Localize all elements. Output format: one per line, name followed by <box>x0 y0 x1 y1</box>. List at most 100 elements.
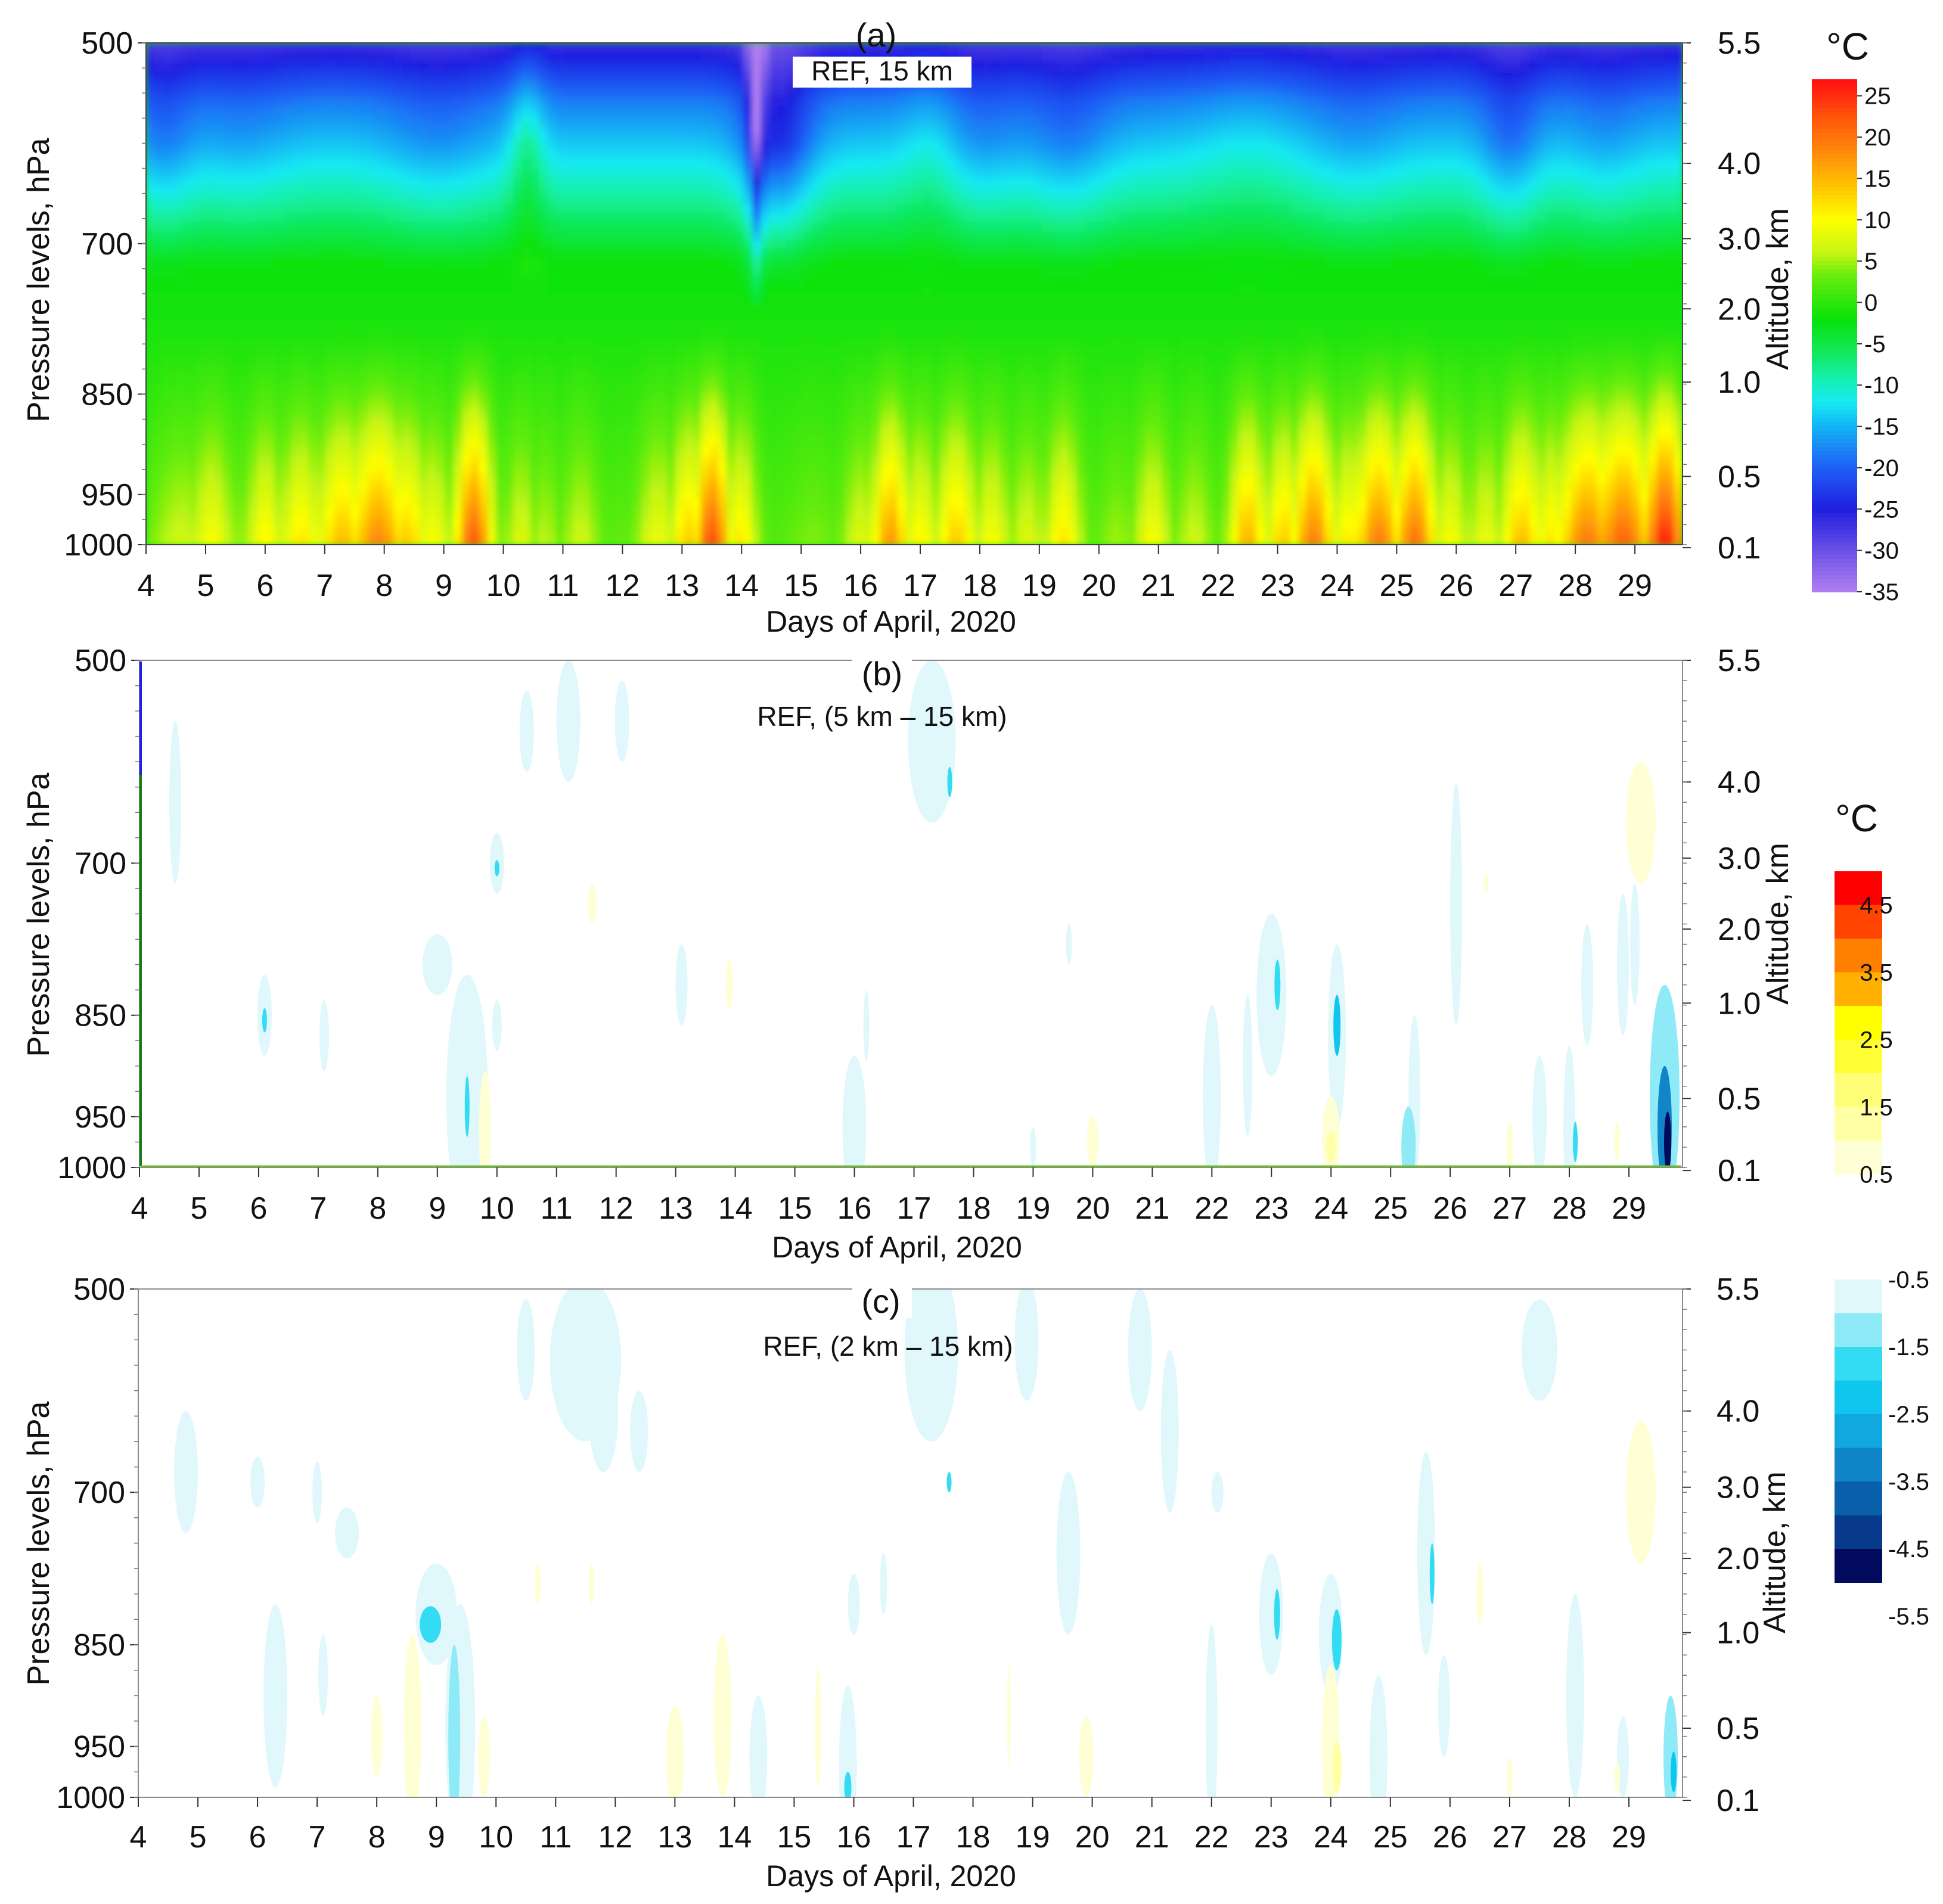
heatmap-cell <box>889 114 898 125</box>
heatmap-cell <box>598 195 608 205</box>
heatmap-cell <box>991 79 1001 89</box>
heatmap-cell <box>1102 204 1112 214</box>
heatmap-cell <box>1401 70 1410 80</box>
heatmap-cell <box>1247 275 1256 285</box>
heatmap-cell <box>1306 195 1317 205</box>
heatmap-cell <box>265 52 275 61</box>
heatmap-cell <box>214 204 224 214</box>
heatmap-cell <box>1622 132 1632 142</box>
heatmap-cell <box>931 186 941 196</box>
heatmap-cell <box>1128 70 1137 80</box>
heatmap-cell <box>342 141 352 151</box>
heatmap-cell <box>188 132 198 142</box>
heatmap-cell <box>735 79 744 89</box>
heatmap-cell <box>607 79 616 89</box>
heatmap-cell <box>658 97 668 107</box>
heatmap-cell <box>965 240 975 250</box>
heatmap-cell <box>359 231 369 241</box>
heatmap-cell <box>1153 275 1163 285</box>
heatmap-cell <box>581 168 591 178</box>
heatmap-cell <box>905 168 915 178</box>
heatmap-cell <box>1085 231 1094 241</box>
heatmap-cell <box>1324 132 1333 142</box>
heatmap-cell <box>1196 249 1205 259</box>
heatmap-cell <box>283 213 292 223</box>
heatmap-cell <box>1196 79 1205 89</box>
heatmap-cell <box>308 88 318 98</box>
heatmap-cell <box>1230 123 1240 133</box>
heatmap-cell <box>555 222 565 232</box>
heatmap-cell <box>1341 159 1351 169</box>
heatmap-cell <box>786 186 796 196</box>
heatmap-cell <box>385 285 395 294</box>
heatmap-cell <box>803 222 813 232</box>
heatmap-cell <box>1588 177 1598 187</box>
heatmap-cell <box>1392 52 1402 61</box>
heatmap-cell <box>368 222 377 232</box>
heatmap-cell <box>1110 88 1120 98</box>
heatmap-cell <box>1529 114 1538 125</box>
heatmap-cell <box>803 213 813 223</box>
heatmap-cell <box>180 43 190 52</box>
heatmap-cell <box>1631 159 1641 169</box>
heatmap-cell <box>1025 132 1035 142</box>
heatmap-cell <box>1418 88 1427 98</box>
heatmap-cell <box>1545 213 1556 223</box>
heatmap-cell <box>1213 132 1222 142</box>
heatmap-cell <box>1136 70 1146 80</box>
heatmap-cell <box>1170 285 1180 294</box>
heatmap-cell <box>1580 123 1590 133</box>
heatmap-cell <box>761 213 770 223</box>
heatmap-cell <box>308 249 318 259</box>
heatmap-cell <box>777 43 787 52</box>
heatmap-cell <box>1298 222 1308 232</box>
heatmap-cell <box>1545 61 1556 71</box>
heatmap-cell <box>786 132 796 142</box>
heatmap-cell <box>1674 114 1683 125</box>
heatmap-cell <box>1025 70 1035 80</box>
heatmap-cell <box>487 114 497 125</box>
heatmap-cell <box>1392 61 1402 71</box>
heatmap-cell <box>1051 52 1060 61</box>
heatmap-cell <box>1494 79 1504 89</box>
heatmap-cell <box>897 204 907 214</box>
heatmap-cell <box>1341 105 1351 116</box>
heatmap-cell <box>436 257 446 268</box>
heatmap-cell <box>743 123 753 133</box>
heatmap-cell <box>1375 231 1385 241</box>
heatmap-cell <box>1622 97 1632 107</box>
heatmap-cell <box>1494 266 1504 277</box>
heatmap-cell <box>1196 231 1205 241</box>
heatmap-cell <box>786 177 796 187</box>
heatmap-cell <box>718 213 727 223</box>
heatmap-cell <box>206 88 215 98</box>
heatmap-cell <box>1230 141 1240 151</box>
heatmap-cell <box>974 159 983 169</box>
heatmap-cell <box>445 114 454 125</box>
heatmap-cell <box>1059 266 1069 277</box>
heatmap-cell <box>948 105 958 116</box>
heatmap-cell <box>419 213 429 223</box>
heatmap-cell <box>1272 213 1282 223</box>
heatmap-cell <box>1580 168 1590 178</box>
heatmap-cell <box>419 159 429 169</box>
heatmap-cell <box>615 97 625 107</box>
heatmap-cell <box>1000 132 1009 142</box>
heatmap-cell <box>880 240 889 250</box>
heatmap-cell <box>931 213 941 223</box>
heatmap-cell <box>1153 141 1163 151</box>
heatmap-cell <box>684 88 693 98</box>
heatmap-cell <box>1059 177 1069 187</box>
heatmap-cell <box>479 285 488 294</box>
heatmap-cell <box>299 105 309 116</box>
heatmap-cell <box>172 70 181 80</box>
heatmap-cell <box>419 222 429 232</box>
heatmap-cell <box>1205 168 1214 178</box>
heatmap-cell <box>1426 114 1436 125</box>
heatmap-cell <box>231 123 241 133</box>
heatmap-cell <box>538 195 548 205</box>
heatmap-cell <box>1170 249 1180 259</box>
heatmap-cell <box>735 159 744 169</box>
heatmap-cell <box>283 105 292 116</box>
heatmap-cell <box>1571 52 1581 61</box>
